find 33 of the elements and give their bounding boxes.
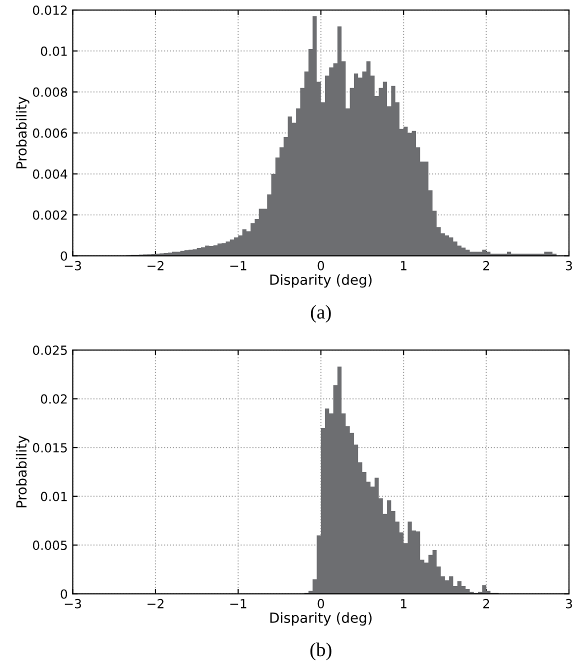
text: (b) [310,642,332,660]
x-tick-label: −2 [148,598,164,608]
x-tick-label: 1 [400,599,406,608]
y-tick-label: 0.002 [32,210,67,220]
x-tick-label: −2 [148,260,164,270]
x-tick-label: −3 [64,260,81,270]
y-tick-label: 0.025 [32,346,67,355]
y-tick-label: 0.01 [40,46,67,56]
x-tick-label: 0 [318,598,324,608]
y-tick-label: 0.012 [32,5,67,15]
y-tick-label: 0 [60,251,68,261]
y-tick-label: 0.004 [32,169,68,179]
x-tick-label: 3 [566,260,572,270]
text: (a) [310,305,331,323]
x-tick-label: 3 [566,598,572,608]
x-tick-label: 0 [318,260,324,270]
y-axis-title: Probability [16,436,30,508]
x-tick-label: 2 [483,260,490,270]
y-tick-label: 0.005 [32,540,67,550]
x-axis-title: Disparity (deg) [270,612,372,626]
y-tick-label: 0.006 [32,128,68,138]
x-tick-label: −1 [230,261,246,270]
x-tick-label: 1 [400,261,406,270]
y-tick-label: 0.008 [32,87,68,97]
y-tick-label: 0.01 [40,492,67,502]
y-axis-title: Probability [16,96,30,168]
x-axis-title: Disparity (deg) [270,274,372,288]
y-tick-label: 0.015 [32,443,67,452]
y-tick-label: 0.02 [40,394,67,404]
y-tick-label: 0 [60,589,68,599]
x-tick-label: 2 [483,598,490,608]
x-tick-label: −3 [64,598,81,608]
x-tick-label: −1 [230,599,246,608]
